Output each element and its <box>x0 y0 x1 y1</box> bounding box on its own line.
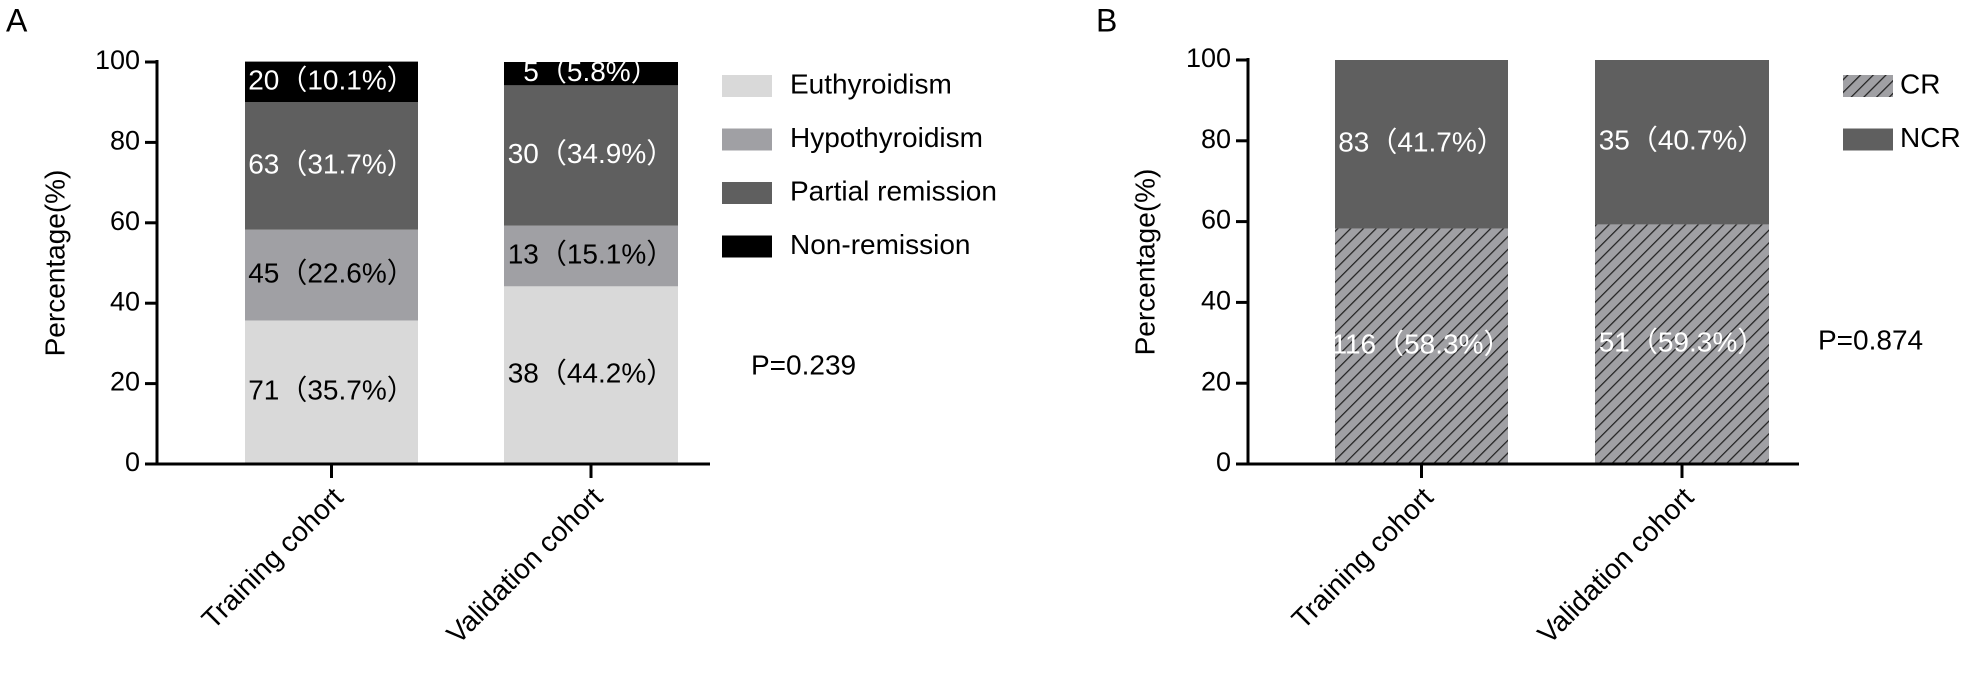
legend-swatch <box>722 235 772 258</box>
legend-label: Euthyroidism <box>790 68 952 99</box>
y-tick-label: 20 <box>1201 366 1231 396</box>
y-tick-label: 100 <box>1186 43 1231 73</box>
annotation: P=0.239 <box>751 349 856 380</box>
bar-segment <box>245 102 418 230</box>
y-tick-label: 0 <box>1216 447 1231 477</box>
bar-segment <box>1335 60 1508 229</box>
y-tick-label: 40 <box>1201 286 1231 316</box>
legend-label: NCR <box>1900 122 1961 153</box>
value-label: 20（10.1%） <box>248 64 415 95</box>
y-tick-label: 20 <box>110 367 140 397</box>
y-tick-label: 80 <box>1201 124 1231 154</box>
value-label: 13（15.1%） <box>508 238 675 269</box>
y-tick-label: 60 <box>1201 205 1231 235</box>
x-tick-label: Training cohort <box>196 481 349 634</box>
value-label: 30（34.9%） <box>508 138 675 169</box>
legend-swatch <box>1843 75 1893 97</box>
panel-label: A <box>6 2 28 38</box>
legend-swatch <box>722 128 772 151</box>
legend-label: Non-remission <box>790 229 971 260</box>
y-tick-label: 80 <box>110 126 140 156</box>
legend-swatch <box>1843 128 1893 151</box>
y-tick-label: 60 <box>110 206 140 236</box>
bar-segment <box>245 229 418 321</box>
bar-segment <box>504 225 678 287</box>
legend-swatch <box>722 75 772 97</box>
bar-segment <box>504 62 678 86</box>
value-label: 71（35.7%） <box>248 375 415 406</box>
y-axis-label: Percentage(%) <box>1129 169 1160 356</box>
legend-label: Partial remission <box>790 175 997 206</box>
y-axis-label: Percentage(%) <box>39 170 70 357</box>
legend-label: Hypothyroidism <box>790 122 983 153</box>
bar-segment <box>1595 224 1769 464</box>
bar-segment <box>504 286 678 464</box>
legend-label: CR <box>1900 68 1940 99</box>
value-label: 45（22.6%） <box>248 257 415 288</box>
x-tick-label: Validation cohort <box>1532 481 1700 649</box>
bar-segment <box>245 61 418 103</box>
x-tick-label: Validation cohort <box>441 481 609 649</box>
bar-segment <box>1595 60 1769 225</box>
bar-segment <box>504 85 678 226</box>
bar-segment <box>1335 228 1508 464</box>
value-label: 35（40.7%） <box>1599 125 1766 156</box>
panel-label: B <box>1096 2 1117 38</box>
value-label: 5（5.8%） <box>523 56 658 87</box>
value-label: 83（41.7%） <box>1338 127 1505 158</box>
value-label: 63（31.7%） <box>248 148 415 179</box>
annotation: P=0.874 <box>1818 324 1923 355</box>
value-label: 51（59.3%） <box>1599 327 1766 358</box>
y-tick-label: 100 <box>95 45 140 75</box>
y-tick-label: 0 <box>125 447 140 477</box>
legend-swatch <box>722 182 772 204</box>
bar-segment <box>245 320 418 464</box>
x-tick-label: Training cohort <box>1286 481 1439 634</box>
value-label: 116（58.3%） <box>1331 329 1511 360</box>
y-tick-label: 40 <box>110 286 140 316</box>
value-label: 38（44.2%） <box>508 358 675 389</box>
